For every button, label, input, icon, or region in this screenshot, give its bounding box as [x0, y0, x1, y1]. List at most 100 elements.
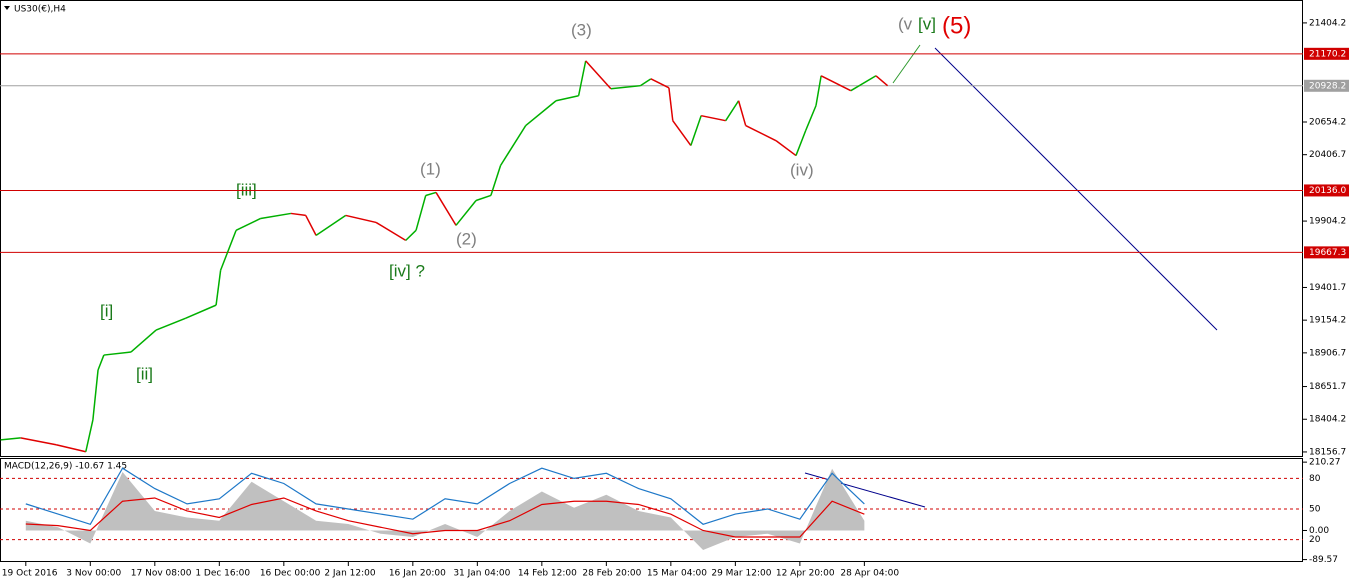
projection-line [892, 44, 921, 84]
price-segment [668, 87, 674, 121]
y-tick-label: 20406.7 [1309, 150, 1346, 160]
x-tick-label: 31 Jan 04:00 [453, 569, 510, 579]
macd-histogram [25, 468, 865, 550]
price-segment [92, 369, 99, 421]
x-tick-label: 16 Dec 00:00 [260, 569, 321, 579]
price-segment [0, 437, 21, 441]
y-tick-label: 21404.2 [1309, 18, 1346, 28]
price-segment [585, 60, 612, 90]
price-segment [185, 304, 217, 319]
trend-line [934, 47, 1218, 331]
price-segment [455, 200, 477, 226]
x-tick-label: 15 Mar 04:00 [647, 569, 707, 579]
price-segment [219, 230, 237, 271]
x-tick-label: 29 Mar 12:00 [711, 569, 771, 579]
level-tag [1304, 184, 1349, 197]
price-segment [290, 212, 306, 217]
price-segment [475, 194, 492, 202]
level-tag [1304, 47, 1349, 60]
price-segment [795, 130, 807, 156]
price-segment [415, 195, 427, 231]
price-segment [97, 354, 105, 371]
y-tick-label: 0.00 [1309, 526, 1329, 536]
price-segment [155, 317, 187, 331]
price-segment [650, 78, 670, 89]
wave-label: [i] [100, 301, 113, 320]
price-segment [555, 94, 579, 102]
y-tick-label: 19401.7 [1309, 283, 1346, 293]
price-segment [490, 165, 502, 196]
symbol-label: US30(€),H4 [14, 5, 66, 15]
x-tick-label: 28 Apr 04:00 [840, 569, 899, 579]
price-segment [235, 217, 261, 232]
x-tick-label: 12 Apr 20:00 [776, 569, 835, 579]
menu-arrow[interactable] [4, 6, 10, 10]
wave-label: [v] [918, 14, 936, 33]
wave-label: (1) [420, 159, 441, 178]
price-segment [745, 124, 777, 142]
price-segment [850, 75, 877, 92]
price-segment [435, 192, 457, 226]
price-segment [815, 75, 822, 106]
price-segment [20, 437, 57, 446]
price-segment [804, 105, 817, 131]
price-segment [725, 100, 740, 122]
level-label: 20928.2 [1309, 81, 1346, 91]
price-segment [640, 78, 652, 87]
price-segment [405, 229, 417, 241]
y2-tick-label: 80 [1309, 474, 1321, 484]
price-segment [215, 270, 222, 306]
wave-label: (v [898, 14, 913, 33]
price-segment [672, 120, 692, 146]
x-tick-label: 16 Jan 20:00 [389, 569, 446, 579]
wave-label: [ii] [136, 364, 153, 383]
price-segment [499, 125, 527, 166]
level-tag [1304, 79, 1349, 92]
price-segment [577, 60, 587, 96]
price-segment [85, 419, 94, 452]
wave-label: (2) [456, 229, 477, 248]
y2-tick-label: 50 [1309, 504, 1321, 514]
macd-line [25, 467, 865, 525]
price-segment [425, 191, 437, 197]
price-segment [130, 329, 157, 353]
x-tick-label: 17 Nov 08:00 [131, 569, 192, 579]
price-segment [701, 114, 726, 122]
price-segment [820, 75, 852, 92]
x-tick-label: 2 Jan 12:00 [324, 569, 376, 579]
wave-label: [iv] ? [389, 261, 425, 280]
level-label: 21170.2 [1309, 49, 1346, 59]
y-tick-label: 18404.2 [1309, 415, 1346, 425]
price-segment [375, 221, 407, 242]
price-segment [305, 215, 317, 236]
y-tick-label: 18906.7 [1309, 348, 1346, 358]
x-tick-label: 19 Oct 2016 [2, 569, 58, 579]
x-tick-label: 28 Feb 20:00 [582, 569, 641, 579]
price-segment [737, 100, 747, 126]
price-segment [525, 100, 557, 127]
y-tick-label: 210.27 [1309, 458, 1341, 468]
y-tick-label: 20654.2 [1309, 117, 1346, 127]
level-tag [1304, 246, 1349, 259]
macd-frame [0, 458, 1303, 562]
price-segment [260, 212, 292, 220]
macd-line [25, 497, 865, 538]
main-frame [0, 0, 1303, 457]
macd-trend-line [804, 472, 926, 508]
y-tick-label: 18156.7 [1309, 447, 1346, 457]
macd-title: MACD(12,26,9) -10.67 1.45 [4, 462, 127, 472]
level-label: 20136.0 [1309, 186, 1346, 196]
y-tick-label: -89.57 [1309, 555, 1338, 565]
x-tick-label: 3 Nov 00:00 [66, 569, 121, 579]
price-segment [55, 444, 86, 453]
price-segment [103, 351, 132, 356]
y-tick-label: 18651.7 [1309, 382, 1346, 392]
wave-label: (iv) [790, 160, 814, 179]
price-segment [690, 115, 702, 146]
price-segment [610, 84, 641, 90]
y-tick-label: 19154.2 [1309, 316, 1346, 326]
y2-tick-label: 20 [1309, 535, 1321, 545]
x-tick-label: 1 Dec 16:00 [195, 569, 250, 579]
